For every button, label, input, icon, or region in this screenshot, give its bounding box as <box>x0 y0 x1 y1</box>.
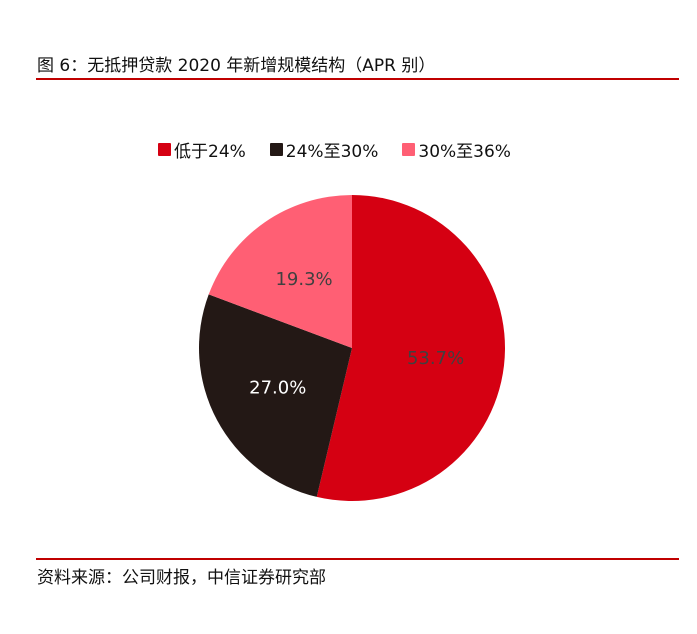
pie-slice <box>208 195 352 348</box>
legend-label: 低于24% <box>174 142 246 162</box>
legend-item-below-24: 低于24% <box>158 137 246 162</box>
pie-labels: 53.7% 27.0% 19.3% <box>249 269 464 399</box>
figure-title: 图 6：无抵押贷款 2020 年新增规模结构（APR 别） <box>37 56 436 76</box>
legend-item-24-30: 24%至30% <box>269 137 379 162</box>
pie-slice <box>199 294 352 497</box>
slice-label: 53.7% <box>407 348 464 369</box>
slice-label: 27.0% <box>249 378 306 399</box>
source-note: 资料来源：公司财报，中信证券研究部 <box>37 568 326 588</box>
legend-label: 30%至36% <box>418 142 511 162</box>
legend-swatch <box>402 143 416 156</box>
chart-legend: 低于24% 24%至30% 30%至36% <box>158 137 535 162</box>
legend-swatch <box>269 143 283 156</box>
pie-slices <box>199 195 506 501</box>
legend-swatch <box>158 143 171 156</box>
legend-label: 24%至30% <box>285 142 379 162</box>
slice-label: 19.3% <box>275 269 332 290</box>
title-divider <box>36 78 679 80</box>
legend-item-30-36: 30%至36% <box>402 137 511 162</box>
pie-slice <box>316 195 506 501</box>
footer-divider <box>36 558 679 560</box>
